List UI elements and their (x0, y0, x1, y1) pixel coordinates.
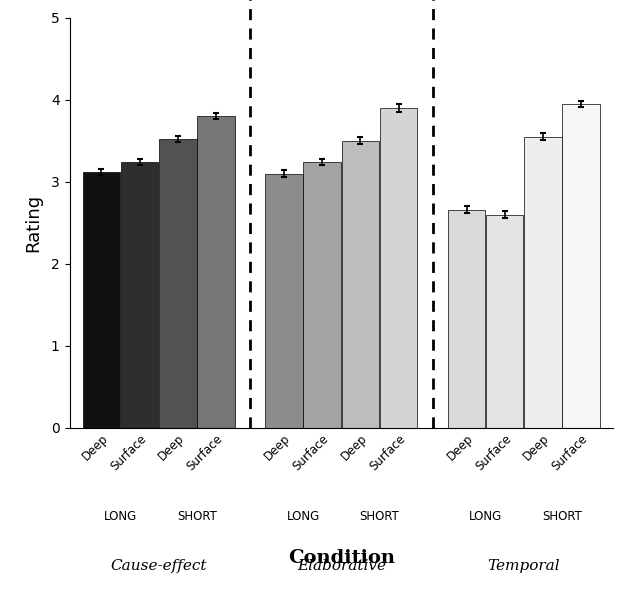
Bar (562, 104, 600, 428)
Text: SHORT: SHORT (542, 510, 582, 523)
Bar (486, 214, 523, 428)
Text: SHORT: SHORT (360, 510, 399, 523)
Text: Elaborative: Elaborative (297, 559, 386, 573)
Bar (380, 108, 417, 428)
Bar (342, 141, 379, 428)
Text: Temporal: Temporal (487, 559, 560, 573)
Text: LONG: LONG (469, 510, 502, 523)
Bar (121, 162, 158, 428)
X-axis label: Condition: Condition (288, 549, 395, 567)
Text: Cause-effect: Cause-effect (111, 559, 207, 573)
Bar (448, 210, 485, 428)
Text: LONG: LONG (104, 510, 137, 523)
Text: LONG: LONG (286, 510, 320, 523)
Bar (303, 162, 341, 428)
Bar (83, 172, 120, 428)
Bar (265, 173, 303, 428)
Text: SHORT: SHORT (177, 510, 217, 523)
Bar (525, 137, 562, 428)
Bar (197, 116, 234, 428)
Bar (159, 139, 197, 428)
Y-axis label: Rating: Rating (25, 194, 42, 252)
